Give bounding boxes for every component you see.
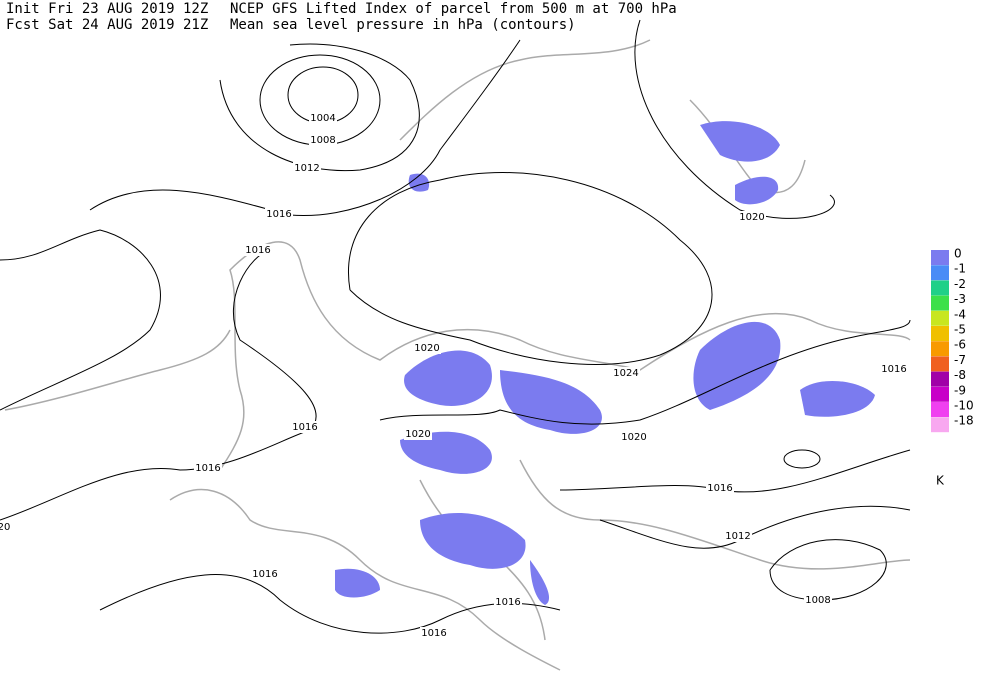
- label-bg: [265, 208, 293, 220]
- legend-swatch: [931, 402, 949, 417]
- legend-label: -2: [954, 277, 966, 291]
- label-bg: [309, 112, 337, 124]
- legend-swatch: [931, 280, 949, 296]
- legend-swatch: [931, 295, 949, 311]
- label-bg: [291, 421, 319, 433]
- legend-label: -1: [954, 262, 966, 276]
- legend-label: -8: [954, 368, 966, 382]
- legend-swatch: [931, 310, 949, 326]
- contour-label: 1020: [621, 432, 646, 443]
- contour-label: 1016: [495, 597, 520, 608]
- init-time: Init Fri 23 AUG 2019 12Z: [6, 1, 208, 17]
- contour-label: 1016: [881, 364, 906, 375]
- contour-label: 1016: [292, 422, 317, 433]
- label-bg: [724, 530, 752, 542]
- legend-label: -9: [954, 383, 966, 397]
- contour-label: 1012: [294, 163, 319, 174]
- contour-label: 1016: [245, 245, 270, 256]
- legend-label: -3: [954, 292, 966, 306]
- label-bg: [804, 594, 832, 606]
- label-bg: [706, 482, 734, 494]
- legend-swatch: [931, 250, 949, 265]
- legend-swatch: [931, 417, 949, 433]
- legend-swatch: [931, 326, 949, 341]
- contour-label: 1016: [266, 209, 291, 220]
- map-subtitle: Mean sea level pressure in hPa (contours…: [230, 17, 576, 33]
- legend-swatch: [931, 356, 949, 372]
- contour-label: 1008: [310, 135, 335, 146]
- legend-label: -6: [954, 338, 966, 352]
- legend-label: -5: [954, 323, 966, 337]
- label-bg: [494, 596, 522, 608]
- legend-label: 0: [954, 247, 962, 261]
- legend: 0-1-2-3-4 -5-6-7-8-9 -10-18 K: [931, 247, 974, 488]
- contour-labels: 1004 1008 1012 1016 1016 1020 1024 1020 1020 1016…: [0, 112, 908, 639]
- legend-label: -7: [954, 353, 966, 367]
- legend-label: -4: [954, 307, 966, 321]
- forecast-time: Fcst Sat 24 AUG 2019 21Z: [6, 17, 208, 33]
- map-title: NCEP GFS Lifted Index of parcel from 500…: [230, 1, 677, 17]
- label-bg: [420, 627, 448, 639]
- label-bg: [738, 211, 766, 223]
- contour-label: 1020: [414, 343, 439, 354]
- label-bg: [194, 462, 222, 474]
- label-bg: [251, 568, 279, 580]
- contour-label: 1016: [421, 628, 446, 639]
- contour-label: 1016: [707, 483, 732, 494]
- label-bg: [620, 431, 648, 443]
- contour-label: 1020: [405, 429, 430, 440]
- legend-label: -18: [954, 414, 974, 428]
- label-bg: [244, 244, 272, 256]
- label-bg: [404, 428, 432, 440]
- contour-label: 1016: [252, 569, 277, 580]
- legend-unit: K: [936, 474, 945, 488]
- legend-swatch: [931, 341, 949, 357]
- label-bg: [0, 521, 18, 533]
- legend-label: -10: [954, 399, 974, 413]
- label-bg: [880, 363, 908, 375]
- contour-label: 1024: [613, 368, 638, 379]
- contour-label: 1004: [310, 113, 335, 124]
- legend-swatch: [931, 371, 949, 387]
- lifted-index-areas: [335, 121, 875, 605]
- contour-label: 1012: [725, 531, 750, 542]
- contour-label: 1016: [195, 463, 220, 474]
- contour-label: 20: [0, 522, 10, 533]
- legend-swatch: [931, 265, 949, 281]
- label-bg: [309, 134, 337, 146]
- label-bg: [293, 162, 321, 174]
- label-bg: [612, 367, 640, 379]
- label-bg: [413, 342, 441, 354]
- legend-swatch: [931, 386, 949, 402]
- contour-label: 1008: [805, 595, 830, 606]
- contour-label: 1020: [739, 212, 764, 223]
